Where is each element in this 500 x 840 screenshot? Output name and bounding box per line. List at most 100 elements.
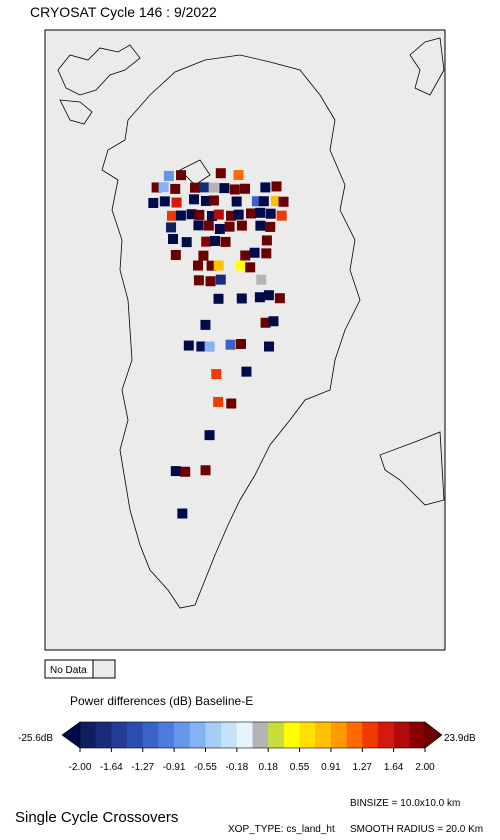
colorbar-tick-label: 1.64 (384, 762, 404, 773)
cell (170, 249, 181, 260)
cell (176, 170, 187, 181)
colorbar-segment (205, 722, 222, 748)
colorbar-over (424, 721, 443, 749)
cell (158, 182, 169, 193)
colorbar-under (61, 721, 81, 749)
cell (170, 183, 181, 194)
cell (270, 195, 281, 206)
crossover-cells (148, 168, 289, 519)
cell (261, 235, 272, 246)
cell (258, 196, 269, 207)
cell (240, 250, 251, 261)
cell (229, 184, 240, 195)
cell (233, 209, 244, 220)
cell (236, 293, 247, 304)
cell (193, 275, 204, 286)
no-data-swatch (92, 659, 116, 679)
cell (151, 182, 162, 193)
colorbar-tick-label: -0.91 (163, 762, 186, 773)
colorbar-min: -25.6dB (18, 733, 53, 744)
cell (268, 316, 279, 327)
cell (213, 209, 224, 220)
title: CRYOSAT Cycle 146 : 9/2022 (30, 4, 217, 20)
cell (180, 466, 191, 477)
cell (188, 194, 199, 205)
colorbar-segment (252, 722, 269, 748)
binsize: BINSIZE = 10.0x10.0 km (350, 798, 460, 809)
smooth-radius: SMOOTH RADIUS = 20.0 Km (350, 824, 483, 835)
colorbar-outline (79, 721, 426, 749)
cell (208, 182, 219, 193)
colorbar-segment (95, 722, 112, 748)
cell (246, 208, 257, 219)
colorbar-tick-label: -1.27 (131, 762, 154, 773)
cell (186, 209, 197, 220)
cell (263, 290, 274, 301)
cell (206, 260, 217, 271)
cell (177, 508, 188, 519)
cell (265, 208, 276, 219)
cell (219, 183, 230, 194)
cell (213, 396, 224, 407)
cell (175, 210, 186, 221)
colorbar-segment (174, 722, 191, 748)
cell (205, 276, 216, 287)
cell (168, 234, 179, 245)
colorbar-tick-label: -0.18 (225, 762, 248, 773)
cell (166, 210, 177, 221)
colorbar-tick-label: 0.18 (258, 762, 278, 773)
colorbar-segment (127, 722, 144, 748)
cell (249, 247, 260, 258)
cell (204, 341, 215, 352)
cell (214, 223, 225, 234)
cell (204, 430, 215, 441)
cell (274, 293, 285, 304)
cell (171, 197, 182, 208)
cell (194, 209, 205, 220)
cell (256, 274, 267, 285)
cell (196, 341, 207, 352)
cell (200, 465, 211, 476)
colorbar-segment (189, 722, 206, 748)
colorbar-title: Power differences (dB) Baseline-E (70, 694, 253, 708)
colorbar-segment (268, 722, 285, 748)
colorbar-segment (142, 722, 159, 748)
cell (183, 340, 194, 351)
colorbar-segment (393, 722, 410, 748)
cell (260, 317, 271, 328)
cell (265, 221, 276, 232)
cell (203, 220, 214, 231)
cell (200, 319, 211, 330)
cell (211, 369, 222, 380)
cell (220, 236, 231, 247)
cell (199, 182, 210, 193)
colorbar-tick-label: -0.55 (194, 762, 217, 773)
colorbar-tick-label: 1.27 (353, 762, 373, 773)
colorbar-segment (221, 722, 238, 748)
cell (225, 339, 236, 350)
cell (166, 222, 177, 233)
cell (236, 338, 247, 349)
cell (251, 196, 262, 207)
cell (276, 210, 287, 221)
colorbar-segment (236, 722, 253, 748)
cell (226, 398, 237, 409)
colorbar-tick-label: 0.55 (290, 762, 310, 773)
cell (201, 236, 212, 247)
cell (209, 235, 220, 246)
colorbar: -2.00 -1.64 -1.27 -0.91 -0.55 -0.18 0.18 0.55 0.… (61, 721, 443, 773)
cell (255, 220, 266, 231)
cell (260, 182, 271, 193)
colorbar-segment (80, 722, 96, 748)
cell (208, 195, 219, 206)
cell (236, 220, 247, 231)
footer-title: Single Cycle Crossovers (15, 809, 178, 826)
cell (215, 168, 226, 179)
cell (224, 221, 235, 232)
coastline (57, 37, 445, 609)
colorbar-max: 23.9dB (444, 733, 476, 744)
colorbar-segment (409, 722, 426, 748)
cell (213, 260, 224, 271)
colorbar-tick-label: 2.00 (415, 762, 435, 773)
